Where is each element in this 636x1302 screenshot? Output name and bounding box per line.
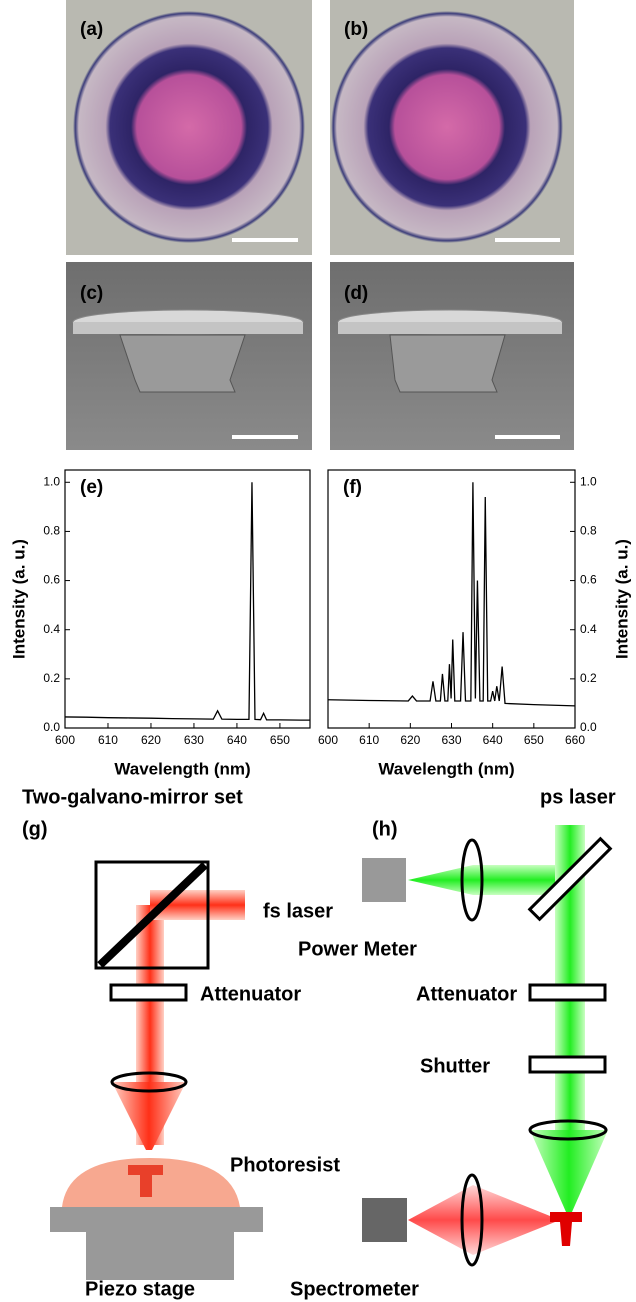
x-tick-label: 630 bbox=[184, 733, 204, 747]
panel-label: (g) bbox=[22, 818, 48, 840]
sem-d: (d) bbox=[330, 262, 574, 450]
plot-frame bbox=[65, 470, 310, 728]
sem-c: (c) bbox=[66, 262, 312, 450]
x-tick-label: 650 bbox=[524, 733, 544, 747]
y-axis-label: Intensity (a. u.) bbox=[612, 539, 631, 659]
y-tick-label: 0.6 bbox=[580, 573, 597, 587]
y-tick-label: 0.0 bbox=[43, 720, 60, 734]
label: Attenuator bbox=[200, 983, 301, 1005]
x-tick-label: 660 bbox=[565, 733, 585, 747]
panel-label: (h) bbox=[372, 818, 398, 840]
label: Photoresist bbox=[230, 1154, 340, 1176]
y-tick-label: 0.0 bbox=[580, 720, 597, 734]
diagram-h: ps laser (h) Power Meter Attenuator Shut… bbox=[290, 786, 616, 1300]
x-tick-label: 620 bbox=[400, 733, 420, 747]
x-axis-label: Wavelength (nm) bbox=[378, 759, 514, 778]
x-tick-label: 600 bbox=[318, 733, 338, 747]
y-tick-label: 1.0 bbox=[580, 474, 597, 488]
y-tick-label: 0.4 bbox=[43, 622, 60, 636]
label: Attenuator bbox=[416, 983, 517, 1005]
y-tick-label: 1.0 bbox=[43, 474, 60, 488]
x-axis-label: Wavelength (nm) bbox=[114, 759, 250, 778]
spectrum-line bbox=[328, 482, 575, 706]
x-tick-label: 640 bbox=[483, 733, 503, 747]
diagram-title: Two-galvano-mirror set bbox=[22, 786, 243, 808]
label: Piezo stage bbox=[85, 1278, 195, 1300]
x-tick-label: 640 bbox=[227, 733, 247, 747]
label: Spectrometer bbox=[290, 1278, 419, 1300]
micrograph-a: (a) bbox=[66, 0, 312, 255]
y-tick-label: 0.6 bbox=[43, 573, 60, 587]
panel-label: (c) bbox=[80, 283, 103, 304]
x-tick-label: 610 bbox=[359, 733, 379, 747]
panel-label: (d) bbox=[344, 283, 368, 304]
label: fs laser bbox=[263, 900, 333, 922]
figure: (a) (b) (c) (d) Two-galvano-mirror set (… bbox=[0, 0, 636, 1302]
x-tick-label: 650 bbox=[270, 733, 290, 747]
label: Shutter bbox=[420, 1055, 490, 1077]
y-axis-label: Intensity (a. u.) bbox=[9, 539, 28, 659]
diagram-title: ps laser bbox=[540, 786, 616, 808]
panel-label: (a) bbox=[80, 19, 103, 40]
x-tick-label: 610 bbox=[98, 733, 118, 747]
x-tick-label: 630 bbox=[441, 733, 461, 747]
micrograph-b: (b) bbox=[330, 0, 574, 255]
y-tick-label: 0.8 bbox=[43, 524, 60, 538]
diagram-g: Two-galvano-mirror set (g) fs laser Atte… bbox=[22, 786, 340, 1300]
panel-label: (e) bbox=[80, 477, 103, 498]
y-tick-label: 0.4 bbox=[580, 622, 597, 636]
x-tick-label: 600 bbox=[55, 733, 75, 747]
y-tick-label: 0.2 bbox=[580, 671, 597, 685]
label: Power Meter bbox=[298, 938, 417, 960]
panel-label: (f) bbox=[343, 477, 362, 498]
panel-label: (b) bbox=[344, 19, 368, 40]
y-tick-label: 0.8 bbox=[580, 524, 597, 538]
x-tick-label: 620 bbox=[141, 733, 161, 747]
y-tick-label: 0.2 bbox=[43, 671, 60, 685]
spectrum-line bbox=[65, 482, 310, 720]
